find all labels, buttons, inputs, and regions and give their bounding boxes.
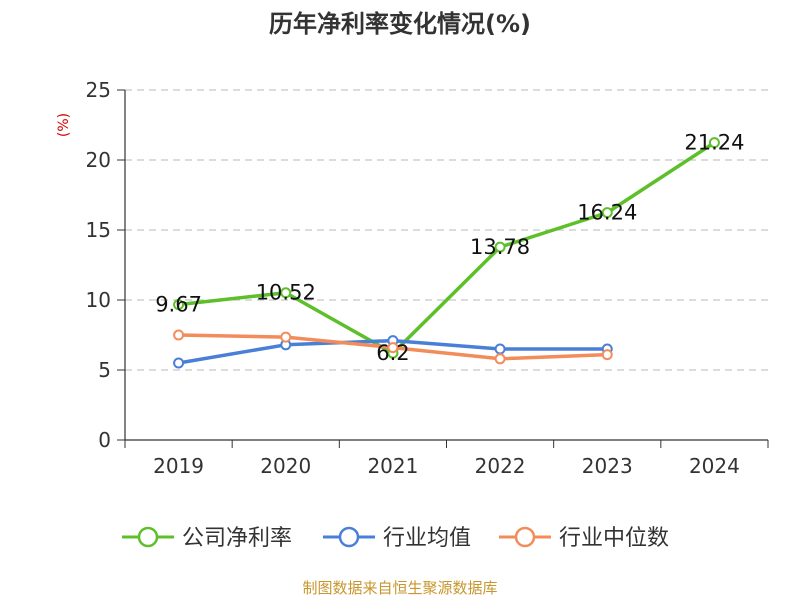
legend-label-2: 行业中位数 — [559, 526, 669, 551]
legend-item-0[interactable]: 公司净利率 — [122, 526, 292, 551]
data-label-2022: 13.78 — [470, 235, 530, 259]
legend-item-2[interactable]: 行业中位数 — [499, 526, 669, 551]
x-tick-label-2024: 2024 — [689, 454, 740, 478]
x-tick-label-2022: 2022 — [475, 454, 526, 478]
gridlines — [125, 89, 768, 371]
legend[interactable]: 公司净利率 行业均值 行业中位数 — [122, 526, 669, 551]
y-tick-label-0: 0 — [98, 428, 111, 452]
data-label-2020: 10.52 — [256, 281, 316, 305]
axes: 0 5 10 15 20 25 2019 2020 2021 2022 2023 2024 — [86, 78, 769, 478]
legend-label-0: 公司净利率 — [182, 526, 292, 551]
series-2-point-2021 — [387, 342, 399, 354]
series-1-point-2019 — [173, 357, 185, 369]
legend-item-1[interactable]: 行业均值 — [323, 526, 471, 551]
legend-marker-0 — [137, 526, 159, 548]
series-2-point-2022 — [494, 353, 506, 365]
series-group — [173, 137, 720, 369]
y-tick-label-10: 10 — [86, 288, 111, 312]
series-0-point-2024 — [708, 137, 720, 149]
series-line-0 — [178, 141, 716, 355]
y-tick-label-25: 25 — [86, 78, 111, 102]
x-tick-label-2021: 2021 — [367, 454, 418, 478]
data-label-2024: 21.24 — [684, 131, 744, 155]
series-0-point-2020 — [280, 287, 292, 299]
y-tick-label-15: 15 — [86, 218, 111, 242]
y-tick-label-5: 5 — [98, 358, 111, 382]
series-0-point-2022 — [494, 241, 506, 253]
series-2-point-2020 — [280, 331, 292, 343]
series-0-point-2019 — [173, 299, 185, 311]
legend-marker-1 — [338, 526, 360, 548]
series-0-point-2023 — [601, 207, 613, 219]
data-label-2023: 16.24 — [577, 201, 637, 225]
data-label-2021: 6.2 — [376, 341, 409, 365]
legend-marker-2 — [514, 526, 536, 548]
x-tick-label-2020: 2020 — [260, 454, 311, 478]
series-2-point-2019 — [173, 329, 185, 341]
legend-label-1: 行业均值 — [383, 526, 471, 551]
source-note: 制图数据来自恒生聚源数据库 — [302, 579, 497, 597]
data-label-2019: 9.67 — [155, 293, 202, 317]
y-tick-label-20: 20 — [86, 148, 111, 172]
series-2-point-2023 — [601, 349, 613, 361]
series-1-point-2022 — [494, 343, 506, 355]
y-axis-label: (%) — [56, 113, 72, 137]
x-tick-label-2023: 2023 — [582, 454, 633, 478]
data-labels: 9.67 10.52 6.2 13.78 16.24 21.24 — [155, 131, 744, 366]
x-tick-label-2019: 2019 — [153, 454, 204, 478]
chart-title: 历年净利率变化情况(%) — [269, 10, 531, 38]
